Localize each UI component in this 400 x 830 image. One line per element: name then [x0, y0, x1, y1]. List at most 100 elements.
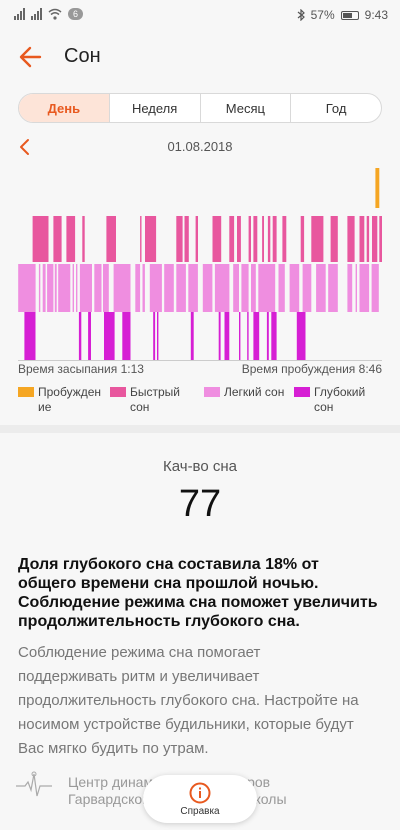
sleep-segment	[145, 216, 157, 262]
sleep-segment	[359, 264, 370, 312]
tab-day[interactable]: День	[19, 94, 110, 122]
sleep-segment	[24, 312, 36, 360]
summary-line: общего времени сна прошлой ночью.	[18, 575, 319, 592]
sleep-segment	[38, 264, 41, 312]
sleep-segment	[330, 216, 338, 262]
sleep-segment	[202, 264, 213, 312]
sleep-segment	[113, 264, 131, 312]
sleep-segment	[271, 312, 277, 360]
sleep-segment	[176, 216, 183, 262]
legend-swatch-light	[204, 387, 220, 397]
sleep-segment	[54, 264, 57, 312]
sleep-segment	[32, 216, 49, 262]
quality-label: Кач-во сна	[163, 458, 237, 475]
sleep-segment	[251, 264, 256, 312]
sleep-segment	[47, 264, 54, 312]
tab-week[interactable]: Неделя	[110, 94, 201, 122]
sleep-segment	[135, 264, 141, 312]
sleep-segment	[149, 264, 162, 312]
sleep-segment	[218, 312, 221, 360]
signal-icon	[14, 8, 25, 20]
sleep-start-time: Время засыпания 1:13	[18, 362, 144, 376]
battery-icon	[340, 10, 359, 20]
wake-time: Время пробуждения 8:46	[241, 362, 382, 376]
sleep-segment	[347, 264, 353, 312]
sleep-segment	[267, 216, 271, 262]
legend-awake-line1: Пробужден	[38, 385, 102, 399]
sleep-segment	[58, 264, 71, 312]
tab-month[interactable]: Месяц	[201, 94, 292, 122]
date-navigation: 01.08.2018	[0, 135, 400, 159]
wifi-icon	[48, 8, 62, 20]
sleep-segment	[366, 216, 370, 262]
clock: 9:43	[364, 8, 388, 22]
sleep-quality-section: Кач-во сна 77 Доля глубокого сна состави…	[0, 433, 400, 830]
chevron-left-icon[interactable]	[16, 137, 34, 157]
advice-line: продолжительность глубокого сна. Настрой…	[18, 692, 359, 709]
notification-badge: 6	[68, 8, 84, 20]
sleep-segment	[94, 264, 102, 312]
page-title: Сон	[64, 45, 101, 67]
sleep-segment	[289, 264, 300, 312]
sleep-segment	[42, 264, 46, 312]
sleep-segment	[347, 216, 355, 262]
sleep-segment	[296, 312, 306, 360]
sleep-segment	[272, 216, 277, 262]
sleep-segment	[66, 216, 76, 262]
back-arrow-icon[interactable]	[16, 42, 46, 72]
section-divider	[0, 425, 400, 433]
sleep-segment	[379, 216, 382, 262]
sleep-segment	[233, 264, 239, 312]
sleep-segment	[247, 312, 249, 360]
sleep-segment	[266, 312, 269, 360]
tab-year[interactable]: Год	[325, 100, 347, 116]
legend-awake: Пробужден ие	[18, 385, 101, 415]
period-tabs: День Неделя Месяц Год	[18, 93, 382, 123]
legend-rem-line1: Быстрый	[130, 385, 180, 399]
sleep-segment	[106, 216, 116, 262]
sleep-segment	[79, 264, 92, 312]
sleep-segment	[76, 264, 78, 312]
app-bar: Сон	[0, 30, 400, 85]
legend-rem-line2: сон	[130, 400, 150, 414]
sleep-segment	[164, 264, 174, 312]
sleep-segment	[316, 264, 326, 312]
advice-line: Вас мягко будить по утрам.	[18, 740, 209, 757]
sleep-segment	[372, 216, 378, 262]
sleep-segment	[88, 312, 91, 360]
sleep-segment	[282, 216, 287, 262]
legend-light: Легкий сон	[204, 385, 284, 400]
sleep-segment	[328, 264, 338, 312]
sleep-segment	[262, 216, 264, 262]
sleep-segment	[239, 312, 241, 360]
help-button[interactable]: Справка	[143, 775, 257, 823]
battery-percent: 57%	[310, 8, 335, 22]
sleep-segment	[140, 216, 142, 262]
sleep-segment	[237, 216, 241, 262]
sleep-segment	[190, 312, 194, 360]
status-bar: 6 57% 9:43	[0, 0, 400, 30]
legend-deep-line1: Глубокий	[314, 385, 366, 399]
advice-line: поддерживать ритм и увеличивает	[18, 668, 260, 685]
current-date: 01.08.2018	[167, 139, 233, 154]
legend-swatch-deep	[294, 387, 310, 397]
sleep-segment	[78, 312, 82, 360]
sleep-segment	[300, 216, 305, 262]
sleep-segment	[253, 312, 260, 360]
sleep-segment	[157, 312, 159, 360]
sleep-segment	[153, 312, 156, 360]
sleep-segment	[142, 264, 145, 312]
sleep-segment	[188, 264, 198, 312]
sleep-stage-chart	[18, 168, 382, 360]
harvard-logo-icon	[16, 771, 52, 797]
sleep-segment	[18, 264, 36, 312]
advice-line: носимом устройстве будильники, которые б…	[18, 716, 354, 733]
sleep-segment	[258, 264, 276, 312]
help-label: Справка	[180, 806, 220, 817]
sleep-segment	[375, 168, 380, 208]
chart-baseline	[18, 360, 382, 361]
sleep-segment	[53, 216, 62, 262]
sleep-segment	[176, 264, 186, 312]
info-icon	[189, 782, 211, 804]
summary-line: Доля глубокого сна составила 18% от	[18, 556, 319, 573]
